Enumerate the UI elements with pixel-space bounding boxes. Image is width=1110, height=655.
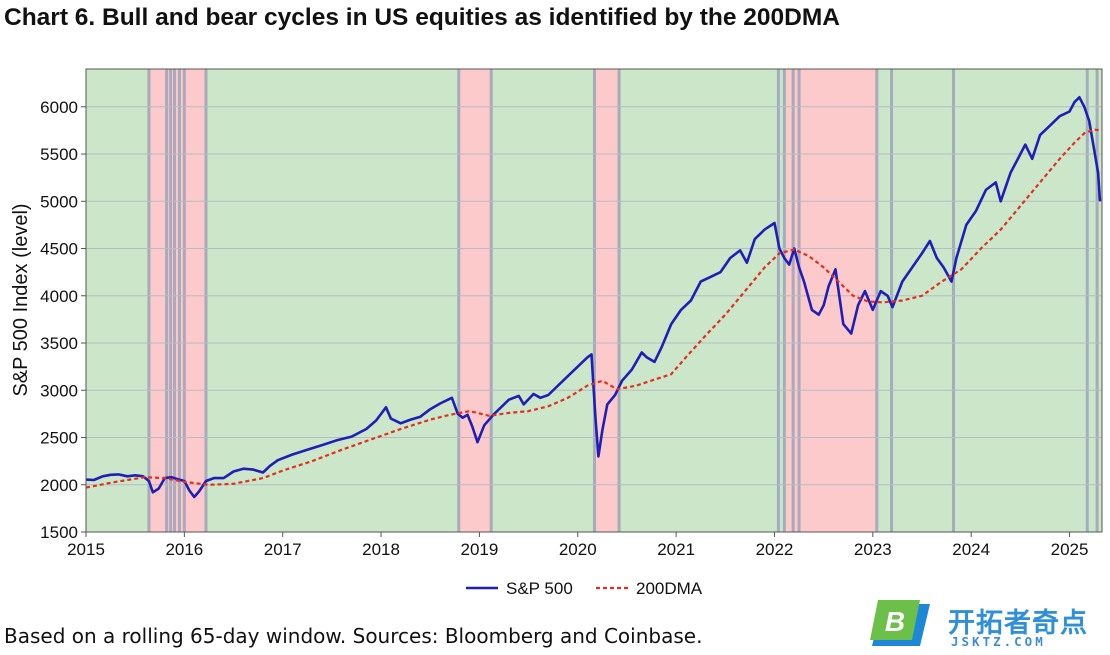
chart-title: Chart 6. Bull and bear cycles in US equi… <box>4 4 840 31</box>
bear-regime-band-2 <box>594 69 620 532</box>
y-axis-ticks: 1500 2000 2500 3000 3500 4000 4500 5000 5500 6000 <box>40 98 86 542</box>
chart: 1500 2000 2500 3000 3500 4000 4500 5000 5500 6000… <box>10 68 1103 598</box>
legend-label-1: 200DMA <box>636 579 703 598</box>
y-tick-label-2000: 2000 <box>40 476 78 495</box>
x-tick-label-2017: 2017 <box>264 540 302 559</box>
plot-frame <box>85 68 1103 533</box>
y-tick-label-5000: 5000 <box>40 192 78 211</box>
legend-label-0: S&P 500 <box>506 579 573 598</box>
logo-badge-letter: B <box>885 606 905 637</box>
logo-brand-url: JSKTZ.COM <box>951 634 1046 649</box>
y-tick-label-4000: 4000 <box>40 287 78 306</box>
x-tick-label-2023: 2023 <box>854 540 892 559</box>
y-tick-label-1500: 1500 <box>40 523 78 542</box>
logo-brand-name: 开拓者奇点 <box>948 608 1088 639</box>
x-tick-label-2015: 2015 <box>67 540 105 559</box>
x-axis-ticks: 2015 2016 2017 2018 2019 2020 2021 2022 2023 2024… <box>67 532 1088 559</box>
series-line-1 <box>86 128 1101 489</box>
bear-regime-band-1 <box>458 69 492 532</box>
y-tick-label-4500: 4500 <box>40 240 78 259</box>
y-tick-label-3000: 3000 <box>40 381 78 400</box>
bear-regime-band-0 <box>148 69 206 532</box>
x-tick-label-2025: 2025 <box>1051 540 1089 559</box>
x-tick-label-2019: 2019 <box>461 540 499 559</box>
legend: S&P 500 200DMA <box>466 579 703 598</box>
x-tick-label-2022: 2022 <box>756 540 794 559</box>
x-tick-label-2016: 2016 <box>165 540 203 559</box>
footnote: Based on a rolling 65-day window. Source… <box>4 624 703 648</box>
series-lines <box>86 96 1102 499</box>
y-tick-label-2500: 2500 <box>40 429 78 448</box>
x-tick-label-2024: 2024 <box>952 540 990 559</box>
y-tick-label-6000: 6000 <box>40 98 78 117</box>
logo-badge-icon: B <box>870 600 930 646</box>
y-tick-label-3500: 3500 <box>40 334 78 353</box>
x-tick-label-2020: 2020 <box>559 540 597 559</box>
y-axis-label: S&P 500 Index (level) <box>10 203 32 396</box>
x-tick-label-2021: 2021 <box>657 540 695 559</box>
y-tick-label-5500: 5500 <box>40 145 78 164</box>
series-line-0 <box>86 96 1102 499</box>
brand-logo: B 开拓者奇点 JSKTZ.COM <box>868 600 1104 652</box>
x-tick-label-2018: 2018 <box>362 540 400 559</box>
grid-lines <box>86 106 1102 486</box>
